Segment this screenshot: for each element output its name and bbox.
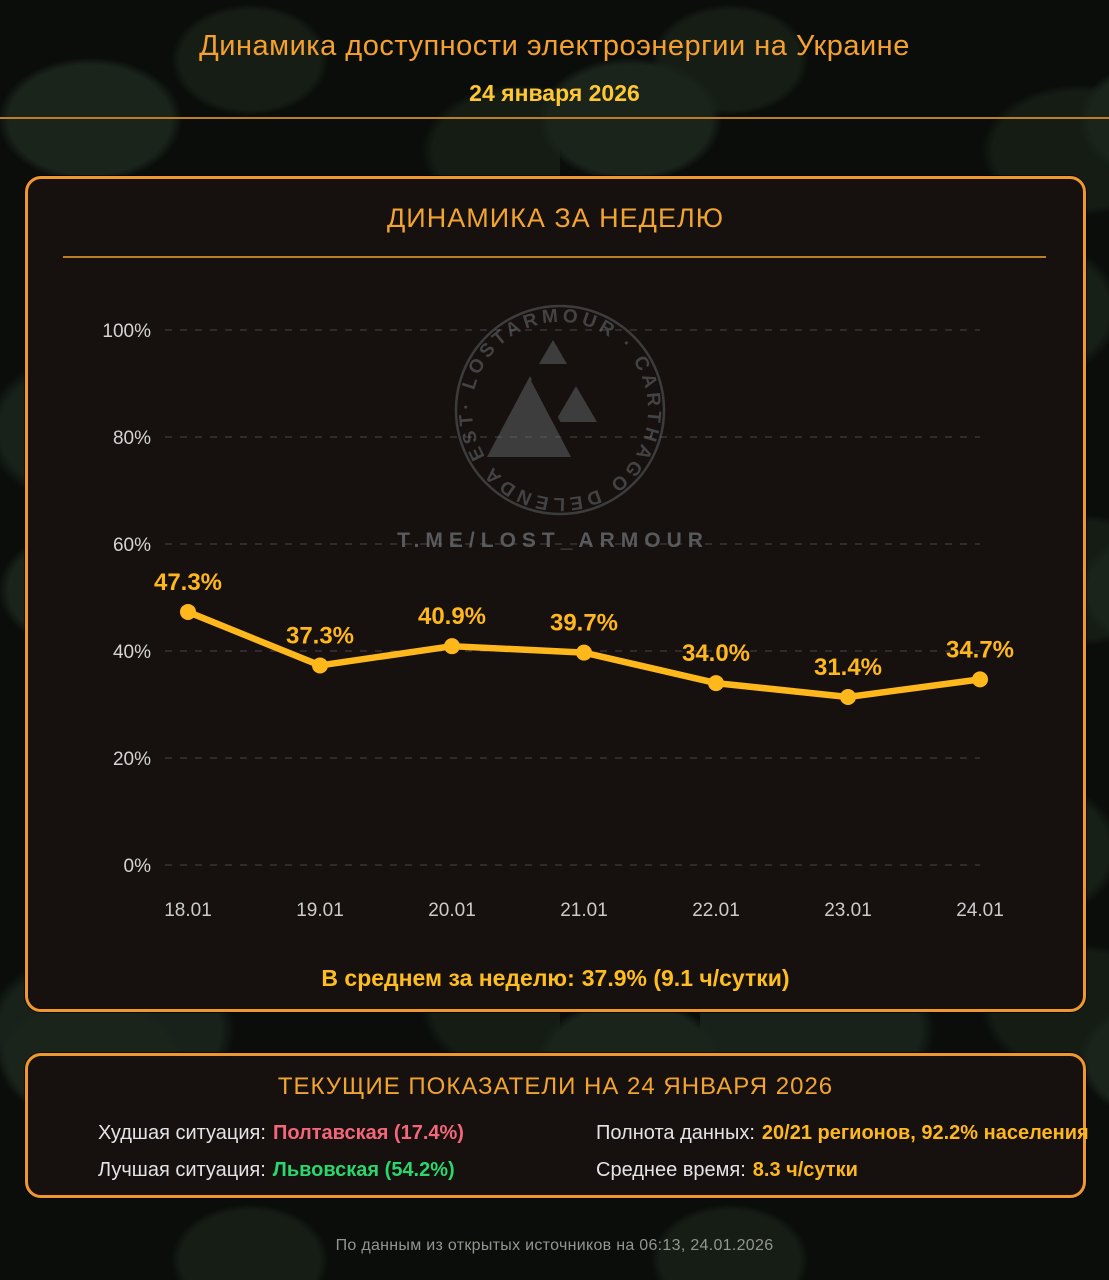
x-tick-label: 22.01 <box>692 900 740 921</box>
chart-grid: 0% 20% 40% 60% 80% 100% <box>102 321 980 877</box>
stat-data-completeness: Полнота данных: 20/21 регионов, 92.2% нас… <box>596 1122 1089 1145</box>
stat-avgtime-label: Среднее время: <box>596 1159 746 1181</box>
stat-best-label: Лучшая ситуация: <box>98 1159 266 1181</box>
current-panel-title: ТЕКУЩИЕ ПОКАЗАТЕЛИ НА 24 ЯНВАРЯ 2026 <box>277 1073 834 1100</box>
stat-completeness-label: Полнота данных: <box>596 1122 755 1144</box>
watermark-triangle-mid <box>555 386 597 422</box>
chart-point-label: 31.4% <box>814 654 882 681</box>
y-tick-label: 40% <box>113 642 151 663</box>
watermark-logo-gap <box>530 377 581 463</box>
weekly-average: В среднем за неделю: 37.9% (9.1 ч/сутки) <box>28 965 1083 992</box>
y-tick-label: 0% <box>124 856 152 877</box>
x-tick-label: 18.01 <box>164 900 212 921</box>
chart-point <box>972 671 988 688</box>
chart-point <box>576 644 592 661</box>
stat-average-time: Среднее время: 8.3 ч/сутки <box>596 1159 1089 1182</box>
header-divider <box>0 117 1109 119</box>
watermark-triangle-large <box>487 376 573 457</box>
stat-avgtime-value: 8.3 ч/сутки <box>752 1159 858 1181</box>
x-tick-label: 20.01 <box>428 900 476 921</box>
watermark-triangle-small <box>539 340 567 364</box>
weekly-panel-title: ДИНАМИКА ЗА НЕДЕЛЮ <box>387 203 724 233</box>
weekly-average-value: 37.9% (9.1 ч/сутки) <box>581 965 790 991</box>
page-date: 24 января 2026 <box>469 80 640 106</box>
chart-line <box>184 608 984 701</box>
chart-point-label: 37.3% <box>286 622 354 649</box>
x-tick-label: 19.01 <box>296 900 344 921</box>
chart-series: 47.3% 37.3% 40.9% 39.7% 34.0% 31.4% 34.7% <box>154 569 1014 706</box>
x-tick-label: 21.01 <box>560 900 608 921</box>
y-tick-label: 80% <box>113 428 151 449</box>
chart-point-label: 39.7% <box>550 610 618 637</box>
y-tick-label: 60% <box>113 535 151 556</box>
x-tick-label: 23.01 <box>824 900 872 921</box>
stat-best-value: Львовская (54.2%) <box>272 1159 455 1181</box>
chart-point <box>708 675 724 692</box>
watermark-link: T.ME/LOST_ARMOUR <box>397 529 709 552</box>
stat-completeness-value: 20/21 регионов, 92.2% населения <box>761 1122 1089 1144</box>
stat-best-situation: Лучшая ситуация: Львовская (54.2%) <box>98 1159 596 1182</box>
watermark-logo: · LOSTARMOUR · CARTHAGO DELENDA EST <box>454 304 666 516</box>
chart-point <box>180 603 196 620</box>
watermark-ring-text: · LOSTARMOUR · CARTHAGO DELENDA EST <box>456 306 661 515</box>
watermark-ring-text-holder: · LOSTARMOUR · CARTHAGO DELENDA EST <box>456 306 665 515</box>
current-indicators-panel: ТЕКУЩИЕ ПОКАЗАТЕЛИ НА 24 ЯНВАРЯ 2026 Худ… <box>25 1053 1089 1198</box>
chart-point <box>312 657 328 674</box>
chart-point-label: 47.3% <box>154 569 222 596</box>
current-stats-grid: Худшая ситуация: Полтавская (17.4%) Полно… <box>98 1122 1089 1182</box>
chart-point-label: 40.9% <box>418 603 486 630</box>
chart-point <box>840 689 856 706</box>
x-tick-label: 24.01 <box>956 900 1004 921</box>
weekly-average-label: В среднем за неделю: <box>321 965 575 991</box>
chart-point-label: 34.0% <box>682 640 750 667</box>
y-tick-label: 20% <box>113 749 151 770</box>
watermark-ring-circle <box>454 304 666 516</box>
stat-worst-label: Худшая ситуация: <box>98 1122 266 1144</box>
stat-worst-situation: Худшая ситуация: Полтавская (17.4%) <box>98 1122 596 1145</box>
weekly-title-divider <box>63 256 1046 258</box>
y-tick-label: 100% <box>102 321 151 342</box>
chart-point-label: 34.7% <box>946 636 1014 663</box>
footer-source: По данным из открытых источников на 06:1… <box>335 1237 774 1254</box>
stat-worst-value: Полтавская (17.4%) <box>272 1122 464 1144</box>
weekly-chart-svg: 0% 20% 40% 60% 80% 100% · LOSTARMOUR · CARTHA… <box>102 304 1014 921</box>
chart-x-axis: 18.01 19.01 20.01 21.01 22.01 23.01 24.01 <box>164 900 1004 921</box>
chart-point <box>444 638 460 655</box>
weekly-dynamics-panel: ДИНАМИКА ЗА НЕДЕЛЮ 0% 20% 40% 60% 80% 100% · … <box>25 176 1086 1012</box>
page-title: Динамика доступности электроэнергии на У… <box>199 30 910 62</box>
